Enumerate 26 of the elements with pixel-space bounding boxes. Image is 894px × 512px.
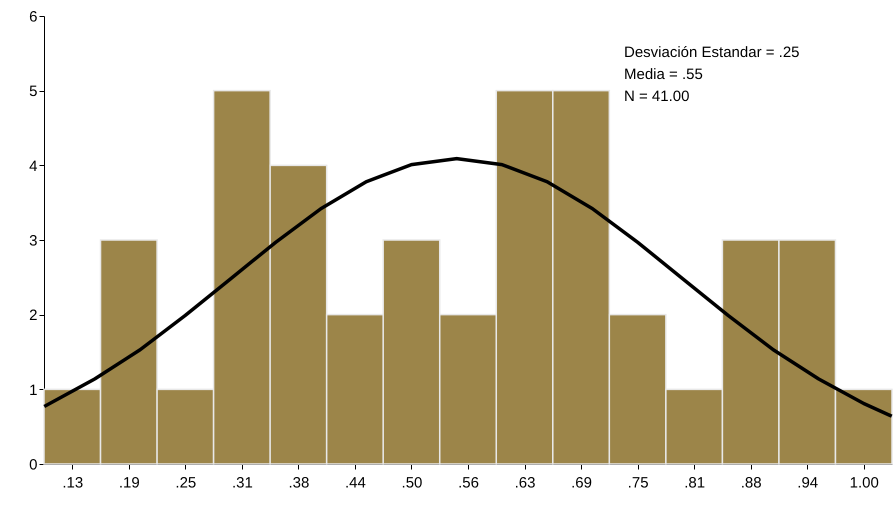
x-tick-label: .31 [232,474,253,492]
x-tick-label: .88 [740,474,762,492]
x-tick-label: .13 [62,474,84,492]
line-series [42,156,894,418]
y-tick-label: 2 [29,307,38,324]
y-tick-label: 1 [29,382,38,399]
x-tick-label: .69 [571,474,592,492]
x-tick-label: 1.00 [850,474,879,492]
x-tick-label: .38 [288,474,310,492]
x-tick-label: .81 [684,474,706,492]
y-tick-label: 3 [29,232,38,250]
y-tick-label: 5 [29,83,38,100]
annotation: Desviación Estandar = .25 [624,44,800,61]
x-tick-label: .50 [402,474,422,492]
x-tick-label: .94 [797,474,818,492]
x-tick-label: .75 [628,474,649,492]
annotation: N = 41.00 [624,88,690,105]
x-tick-label: .56 [458,474,479,492]
y-tick-label: 6 [29,8,38,26]
y-tick-label: 0 [29,456,38,474]
x-tick-label: .63 [514,474,536,492]
annotation: Media = .55 [624,66,703,83]
x-tick-label: .25 [175,474,196,492]
x-tick-label: .44 [345,474,366,492]
y-tick-label: 4 [29,158,38,175]
x-tick-label: .19 [118,474,140,492]
